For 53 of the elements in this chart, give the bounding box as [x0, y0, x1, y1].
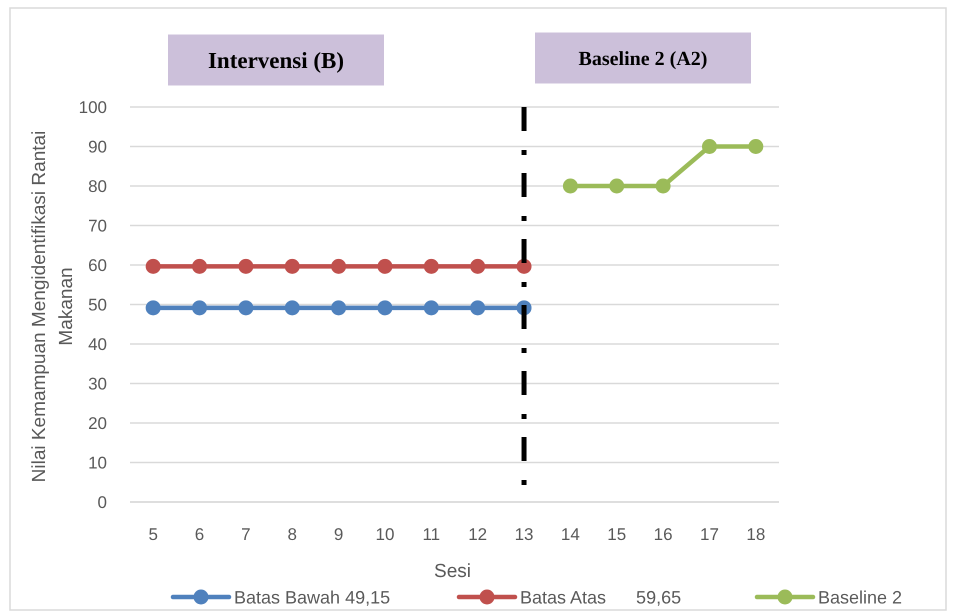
- point: [562, 178, 578, 194]
- y-tick-label: 80: [88, 176, 107, 196]
- y-tick-label: 40: [88, 334, 107, 354]
- x-tick-label: 13: [514, 525, 534, 544]
- x-tick-label: 16: [654, 525, 673, 544]
- x-tick-label: 7: [241, 525, 251, 544]
- x-axis-title: Sesi: [434, 561, 471, 582]
- point: [656, 178, 671, 194]
- x-tick-label: 10: [376, 525, 394, 544]
- legend-label: Batas Atas 59,65: [520, 587, 682, 608]
- y-tick-label: 100: [78, 98, 107, 117]
- text: Baseline 2 (A2): [578, 48, 708, 70]
- point: [284, 258, 300, 274]
- point: [238, 300, 254, 316]
- y-tick-label: 50: [88, 295, 107, 314]
- point: [470, 258, 486, 274]
- x-tick-label: 5: [148, 525, 158, 544]
- text: Intervensi (B): [208, 48, 344, 74]
- point: [609, 178, 624, 194]
- y-tick-label: 0: [98, 492, 107, 512]
- x-tick-label: 15: [607, 525, 626, 544]
- point: [424, 300, 439, 316]
- point: [748, 139, 764, 154]
- y-tick-label: 10: [88, 453, 107, 472]
- point: [377, 258, 392, 274]
- y-tick-label: 30: [88, 374, 107, 394]
- y-tick-label: 60: [88, 256, 107, 275]
- point: [331, 258, 346, 274]
- y-tick-label: 90: [88, 137, 107, 156]
- point: [424, 258, 439, 274]
- point: [331, 300, 346, 316]
- x-tick-label: 18: [746, 525, 766, 544]
- point: [377, 300, 392, 316]
- y-tick-label: 20: [88, 414, 107, 433]
- point: [192, 300, 208, 316]
- x-tick-label: 6: [194, 525, 204, 544]
- legend-label: Baseline 2: [818, 587, 902, 608]
- y-axis-title: Nilai Kemampuan Mengidentifikasi Rantai Makanan: [29, 130, 77, 482]
- x-tick-label: 14: [560, 525, 580, 544]
- point: [146, 300, 161, 316]
- point: [146, 258, 161, 274]
- x-tick-label: 17: [700, 525, 719, 544]
- x-tick-label: 9: [334, 525, 344, 544]
- point: [470, 300, 486, 316]
- x-tick-label: 11: [422, 525, 440, 544]
- x-tick-label: 12: [468, 525, 488, 544]
- point: [284, 300, 300, 316]
- legend-label: Batas Bawah 49,15: [234, 587, 390, 608]
- point: [702, 139, 717, 154]
- y-tick-label: 70: [88, 216, 107, 236]
- point: [238, 258, 254, 274]
- x-tick-label: 8: [288, 525, 297, 544]
- point: [192, 258, 208, 274]
